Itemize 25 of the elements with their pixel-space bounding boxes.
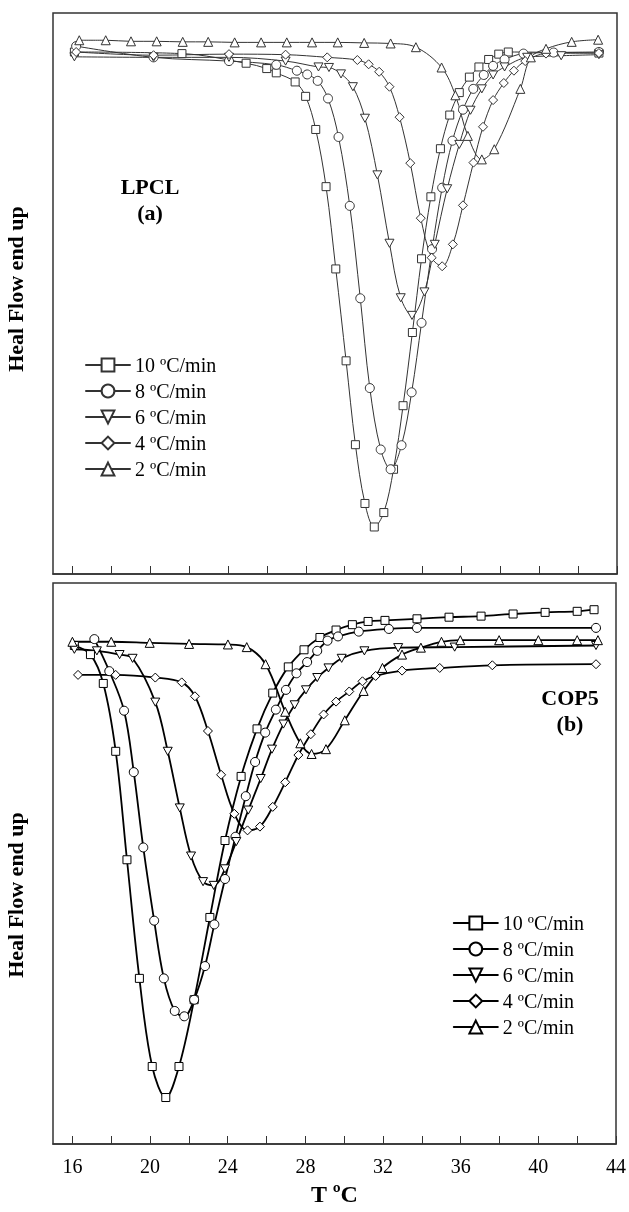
y-axis-title: Heal Flow end up	[2, 812, 28, 978]
legend-label: 2 ºC/min	[135, 458, 207, 480]
y-axis-title: Heal Flow end up	[2, 206, 28, 372]
legend-label: 4 ºC/min	[502, 990, 575, 1012]
x-tick-label: 44	[606, 1155, 626, 1177]
x-tick-label: 16	[62, 1155, 83, 1177]
legend-label: 10 ºC/min	[135, 354, 217, 376]
legend-label: 6 ºC/min	[135, 406, 207, 428]
legend-label: 8 ºC/min	[502, 938, 575, 960]
x-tick-label: 20	[140, 1155, 161, 1177]
legend-label: 10 ºC/min	[502, 912, 585, 934]
legend-label: 8 ºC/min	[135, 380, 207, 402]
x-axis-title: T ºC	[311, 1181, 358, 1207]
x-tick-label: 28	[295, 1155, 316, 1177]
annotation: (b)	[556, 710, 584, 736]
x-tick-label: 40	[528, 1155, 549, 1177]
annotation: (a)	[137, 199, 163, 225]
x-tick-label: 24	[217, 1155, 238, 1177]
x-tick-label: 32	[373, 1155, 394, 1177]
annotation: COP5	[541, 684, 599, 710]
annotation: LPCL	[120, 173, 180, 199]
legend-label: 4 ºC/min	[135, 432, 207, 454]
x-tick-label: 36	[450, 1155, 471, 1177]
legend-label: 6 ºC/min	[502, 964, 575, 986]
legend-label: 2 ºC/min	[502, 1016, 575, 1038]
